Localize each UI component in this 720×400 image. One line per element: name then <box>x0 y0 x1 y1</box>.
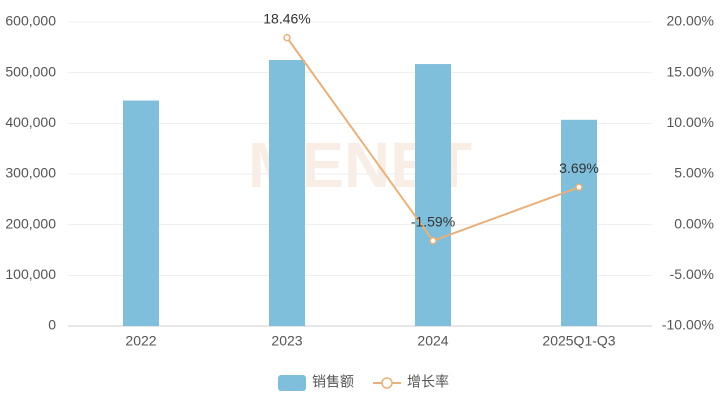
x-tick-label: 2022 <box>125 333 156 349</box>
y2-tick-label: 15.00% <box>667 63 714 79</box>
line-point <box>283 33 291 42</box>
legend-swatch <box>381 377 393 389</box>
x-tick-label: 2023 <box>271 333 302 349</box>
y2-tick-label: -10.00% <box>662 317 714 333</box>
bar <box>123 100 159 327</box>
legend-label: 销售额 <box>312 374 354 390</box>
data-label: -1.59% <box>411 213 455 229</box>
y2-tick-label: -5.00% <box>670 266 714 282</box>
y2-tick-label: 0.00% <box>674 215 714 231</box>
x-tick-label: 2024 <box>417 333 448 349</box>
y-tick-label: 100,000 <box>5 266 56 282</box>
y-tick-label: 200,000 <box>5 215 56 231</box>
bar <box>269 60 305 326</box>
bar <box>561 119 597 326</box>
y-tick-label: 600,000 <box>5 13 56 29</box>
y2-tick-label: 5.00% <box>674 165 714 181</box>
legend-label: 增长率 <box>407 374 449 390</box>
x-tick-label: 2025Q1-Q3 <box>542 333 615 349</box>
legend-swatch <box>278 375 306 391</box>
y2-tick-label: 20.00% <box>667 13 714 29</box>
y2-tick-label: 10.00% <box>667 114 714 130</box>
y-tick-label: 500,000 <box>5 63 56 79</box>
y-tick-label: 0 <box>48 317 56 333</box>
bar <box>415 64 451 326</box>
y-tick-label: 300,000 <box>5 165 56 181</box>
line-point <box>575 183 583 192</box>
line-point <box>429 237 437 245</box>
data-label: 18.46% <box>263 10 310 26</box>
y-tick-label: 400,000 <box>5 114 56 130</box>
data-label: 3.69% <box>559 160 599 176</box>
